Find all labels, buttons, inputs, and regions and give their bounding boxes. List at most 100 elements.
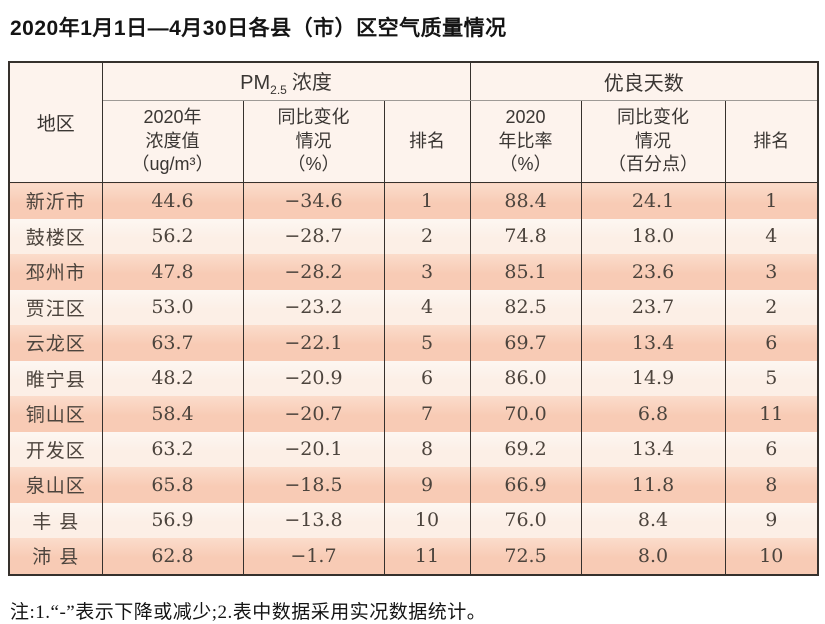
pm-value-cell: 63.2 bbox=[101, 431, 244, 467]
footnote: 注:1.“-”表示下降或减少;2.表中数据采用实况数据统计。 bbox=[10, 601, 487, 623]
pm-value-cell: 47.8 bbox=[101, 254, 244, 290]
page-title: 2020年1月1日—4月30日各县（市）区空气质量情况 bbox=[10, 17, 507, 40]
table-row: 沛 县 62.8 −1.7 11 72.5 8.0 10 bbox=[8, 538, 819, 575]
table-row: 开发区 63.2 −20.1 8 69.2 13.4 6 bbox=[8, 431, 819, 467]
column-header-pm-rank: 排名 bbox=[383, 100, 471, 183]
good-rank-cell: 5 bbox=[724, 360, 819, 396]
pm25-label-subscript: 2.5 bbox=[270, 83, 287, 97]
pm-rank-cell: 11 bbox=[383, 538, 471, 575]
header-line: 2020 bbox=[505, 106, 546, 127]
pm-rank-cell: 7 bbox=[383, 396, 471, 432]
region-cell: 贾汪区 bbox=[8, 289, 103, 325]
pm-rank-cell: 2 bbox=[383, 218, 471, 254]
pm-change-cell: −1.7 bbox=[242, 538, 385, 575]
region-cell: 开发区 bbox=[8, 431, 103, 467]
pm-value-cell: 65.8 bbox=[101, 467, 244, 503]
pm-value-cell: 63.7 bbox=[101, 325, 244, 361]
column-header-pm-value: 2020年 浓度值 （ug/m³） bbox=[101, 100, 244, 183]
header-line: （ug/m³） bbox=[131, 154, 214, 175]
good-change-cell: 8.4 bbox=[580, 502, 726, 538]
pm-change-cell: −23.2 bbox=[242, 289, 385, 325]
column-header-good-rate: 2020 年比率 （%） bbox=[469, 100, 582, 183]
table-row: 贾汪区 53.0 −23.2 4 82.5 23.7 2 bbox=[8, 289, 819, 325]
table-row: 丰 县 56.9 −13.8 10 76.0 8.4 9 bbox=[8, 502, 819, 538]
pm-value-cell: 56.9 bbox=[101, 502, 244, 538]
header-line: 同比变化 bbox=[617, 106, 690, 127]
pm-value-cell: 58.4 bbox=[101, 396, 244, 432]
good-rank-cell: 10 bbox=[724, 538, 819, 575]
header-line: 同比变化 bbox=[277, 106, 350, 127]
region-cell: 睢宁县 bbox=[8, 360, 103, 396]
good-change-cell: 24.1 bbox=[580, 182, 726, 219]
good-rate-cell: 88.4 bbox=[469, 182, 582, 219]
region-cell: 泉山区 bbox=[8, 467, 103, 503]
pm-rank-cell: 5 bbox=[383, 325, 471, 361]
good-change-cell: 13.4 bbox=[580, 431, 726, 467]
air-quality-table: 地区 PM2.5 浓度 优良天数 2020年 浓度值 （ug/m³） 同比变化 情… bbox=[8, 61, 820, 576]
region-cell: 邳州市 bbox=[8, 254, 103, 290]
good-change-cell: 23.7 bbox=[580, 289, 726, 325]
good-rank-cell: 8 bbox=[724, 467, 819, 503]
good-rate-cell: 66.9 bbox=[469, 467, 582, 503]
pm-rank-cell: 6 bbox=[383, 360, 471, 396]
region-cell: 铜山区 bbox=[8, 396, 103, 432]
pm-rank-cell: 10 bbox=[383, 502, 471, 538]
header-line: （%） bbox=[499, 154, 552, 175]
pm-change-cell: −13.8 bbox=[242, 502, 385, 538]
column-header-region: 地区 bbox=[8, 62, 103, 183]
header-line: 情况 bbox=[635, 130, 672, 151]
pm-change-cell: −22.1 bbox=[242, 325, 385, 361]
pm-rank-cell: 3 bbox=[383, 254, 471, 290]
pm-change-cell: −20.9 bbox=[242, 360, 385, 396]
good-rank-cell: 1 bbox=[724, 182, 819, 219]
pm-rank-cell: 9 bbox=[383, 467, 471, 503]
table-row: 云龙区 63.7 −22.1 5 69.7 13.4 6 bbox=[8, 325, 819, 361]
pm-rank-cell: 4 bbox=[383, 289, 471, 325]
good-change-cell: 18.0 bbox=[580, 218, 726, 254]
pm25-label-prefix: PM bbox=[240, 72, 271, 94]
pm-change-cell: −20.7 bbox=[242, 396, 385, 432]
table-row: 泉山区 65.8 −18.5 9 66.9 11.8 8 bbox=[8, 467, 819, 503]
table-row: 鼓楼区 56.2 −28.7 2 74.8 18.0 4 bbox=[8, 218, 819, 254]
good-change-cell: 23.6 bbox=[580, 254, 726, 290]
region-cell: 新沂市 bbox=[8, 182, 103, 219]
pm-change-cell: −18.5 bbox=[242, 467, 385, 503]
pm-value-cell: 62.8 bbox=[101, 538, 244, 575]
header-line: （%） bbox=[287, 154, 340, 175]
good-rank-cell: 3 bbox=[724, 254, 819, 290]
pm-change-cell: −34.6 bbox=[242, 182, 385, 219]
table-body: 新沂市 44.6 −34.6 1 88.4 24.1 1 鼓楼区 56.2 −28.7 2 74.8 1… bbox=[8, 182, 819, 575]
section-header-good-days: 优良天数 bbox=[469, 62, 819, 101]
region-cell: 丰 县 bbox=[8, 502, 103, 538]
good-rate-cell: 86.0 bbox=[469, 360, 582, 396]
header-row-columns: 2020年 浓度值 （ug/m³） 同比变化 情况 （%） 排名 2020 年比… bbox=[9, 100, 819, 183]
good-change-cell: 6.8 bbox=[580, 396, 726, 432]
header-line: 浓度值 bbox=[145, 130, 200, 151]
pm-value-cell: 53.0 bbox=[101, 289, 244, 325]
pm-value-cell: 56.2 bbox=[101, 218, 244, 254]
good-rate-cell: 70.0 bbox=[469, 396, 582, 432]
good-rank-cell: 4 bbox=[724, 218, 819, 254]
pm25-label-suffix: 浓度 bbox=[291, 72, 332, 94]
header-line: 情况 bbox=[295, 130, 332, 151]
good-rank-cell: 2 bbox=[724, 289, 819, 325]
good-rank-cell: 6 bbox=[724, 325, 819, 361]
good-rate-cell: 82.5 bbox=[469, 289, 582, 325]
column-header-good-change: 同比变化 情况 （百分点） bbox=[580, 100, 726, 183]
pm-value-cell: 44.6 bbox=[101, 182, 244, 219]
table-row: 邳州市 47.8 −28.2 3 85.1 23.6 3 bbox=[8, 254, 819, 290]
table-row: 睢宁县 48.2 −20.9 6 86.0 14.9 5 bbox=[8, 360, 819, 396]
good-change-cell: 8.0 bbox=[580, 538, 726, 575]
column-header-good-rank: 排名 bbox=[724, 100, 819, 183]
header-line: 年比率 bbox=[498, 130, 553, 151]
column-header-pm-change: 同比变化 情况 （%） bbox=[242, 100, 385, 183]
good-rank-cell: 11 bbox=[724, 396, 819, 432]
table-header: 地区 PM2.5 浓度 优良天数 2020年 浓度值 （ug/m³） 同比变化 情… bbox=[8, 62, 819, 183]
header-line: 2020年 bbox=[143, 106, 202, 127]
pm-rank-cell: 8 bbox=[383, 431, 471, 467]
good-rate-cell: 76.0 bbox=[469, 502, 582, 538]
good-rank-cell: 9 bbox=[724, 502, 819, 538]
good-change-cell: 14.9 bbox=[580, 360, 726, 396]
table-row: 新沂市 44.6 −34.6 1 88.4 24.1 1 bbox=[8, 182, 819, 219]
